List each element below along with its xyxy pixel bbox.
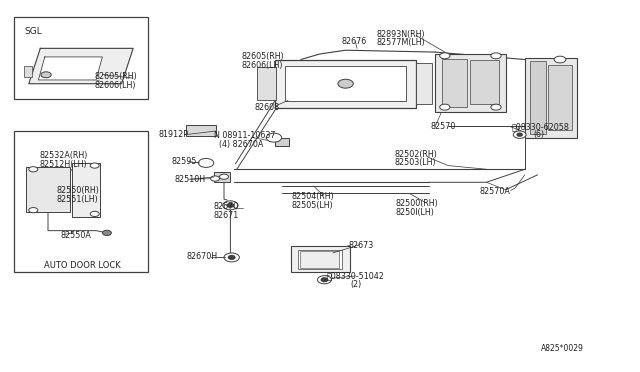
Text: 82893N(RH): 82893N(RH) <box>376 30 425 39</box>
Text: 82550(RH): 82550(RH) <box>56 186 99 195</box>
Text: Ⓝ08330-62058: Ⓝ08330-62058 <box>512 122 570 131</box>
Text: 82605(RH): 82605(RH) <box>242 52 285 61</box>
Bar <box>435 54 506 112</box>
Text: 82550A: 82550A <box>61 231 92 240</box>
Text: 82606(LH): 82606(LH) <box>242 61 284 70</box>
Circle shape <box>41 72 51 78</box>
Text: Ⓝ08330-51042: Ⓝ08330-51042 <box>326 272 384 280</box>
Circle shape <box>227 203 234 207</box>
Circle shape <box>211 176 220 181</box>
Text: 82673: 82673 <box>349 241 374 250</box>
Text: 82504(RH): 82504(RH) <box>291 192 334 201</box>
Bar <box>525 58 577 138</box>
Bar <box>300 251 339 268</box>
Circle shape <box>440 53 450 59</box>
Bar <box>275 138 289 146</box>
Text: N 08911-10637: N 08911-10637 <box>214 131 276 140</box>
Text: 82570A: 82570A <box>480 187 511 196</box>
Text: AUTO DOOR LOCK: AUTO DOOR LOCK <box>44 262 120 270</box>
Text: 82502(RH): 82502(RH) <box>395 150 438 159</box>
Circle shape <box>554 56 566 63</box>
Circle shape <box>321 278 328 282</box>
Circle shape <box>440 104 450 110</box>
Text: 82595: 82595 <box>172 157 197 166</box>
Text: 8250I(LH): 8250I(LH) <box>396 208 435 217</box>
Text: 82670: 82670 <box>214 202 239 211</box>
Text: 82671: 82671 <box>214 211 239 219</box>
Polygon shape <box>29 48 133 84</box>
Circle shape <box>228 256 235 259</box>
Bar <box>257 67 276 100</box>
Circle shape <box>491 53 501 59</box>
Text: 82670H: 82670H <box>187 252 218 261</box>
Text: A825*0029: A825*0029 <box>541 344 584 353</box>
Text: (6): (6) <box>533 130 544 139</box>
Text: 82676: 82676 <box>342 37 367 46</box>
Circle shape <box>491 104 501 110</box>
Circle shape <box>513 131 526 138</box>
Text: 82505(LH): 82505(LH) <box>291 201 333 210</box>
Text: 82606(LH): 82606(LH) <box>95 81 136 90</box>
Circle shape <box>220 174 228 179</box>
Bar <box>442 59 467 107</box>
Bar <box>298 250 342 269</box>
Text: 82512H(LH): 82512H(LH) <box>40 160 87 169</box>
Circle shape <box>266 133 282 142</box>
Text: 82551(LH): 82551(LH) <box>56 195 98 203</box>
Bar <box>285 66 406 101</box>
Text: 82577M(LH): 82577M(LH) <box>376 38 425 47</box>
Bar <box>530 61 546 134</box>
Circle shape <box>198 158 214 167</box>
Text: 82532A(RH): 82532A(RH) <box>40 151 88 160</box>
Circle shape <box>29 167 38 172</box>
Bar <box>24 66 32 77</box>
Polygon shape <box>38 57 102 80</box>
Circle shape <box>338 79 353 88</box>
Text: 81912P: 81912P <box>159 130 189 139</box>
Circle shape <box>29 208 38 213</box>
Bar <box>14 17 148 99</box>
Text: 82503(LH): 82503(LH) <box>395 158 436 167</box>
Bar <box>26 167 70 212</box>
Text: (2): (2) <box>351 280 362 289</box>
Bar <box>186 125 216 136</box>
Bar <box>548 65 572 130</box>
Bar <box>470 60 499 104</box>
Text: SGL: SGL <box>24 27 42 36</box>
Text: 82510H: 82510H <box>174 175 205 184</box>
Circle shape <box>317 276 332 284</box>
Circle shape <box>90 163 99 168</box>
Bar <box>214 172 230 182</box>
Bar <box>291 246 350 272</box>
Bar <box>72 163 100 217</box>
Text: 82570: 82570 <box>430 122 456 131</box>
Text: (4) 82670A: (4) 82670A <box>219 140 263 149</box>
Bar <box>416 63 432 104</box>
Text: 82608: 82608 <box>255 103 280 112</box>
Bar <box>14 131 148 272</box>
Circle shape <box>517 133 522 136</box>
Circle shape <box>90 211 99 217</box>
Circle shape <box>102 230 111 235</box>
Bar <box>275 60 416 108</box>
Text: 82500(RH): 82500(RH) <box>396 199 438 208</box>
Circle shape <box>224 253 239 262</box>
Circle shape <box>223 201 238 210</box>
Text: 82605(RH): 82605(RH) <box>95 72 138 81</box>
